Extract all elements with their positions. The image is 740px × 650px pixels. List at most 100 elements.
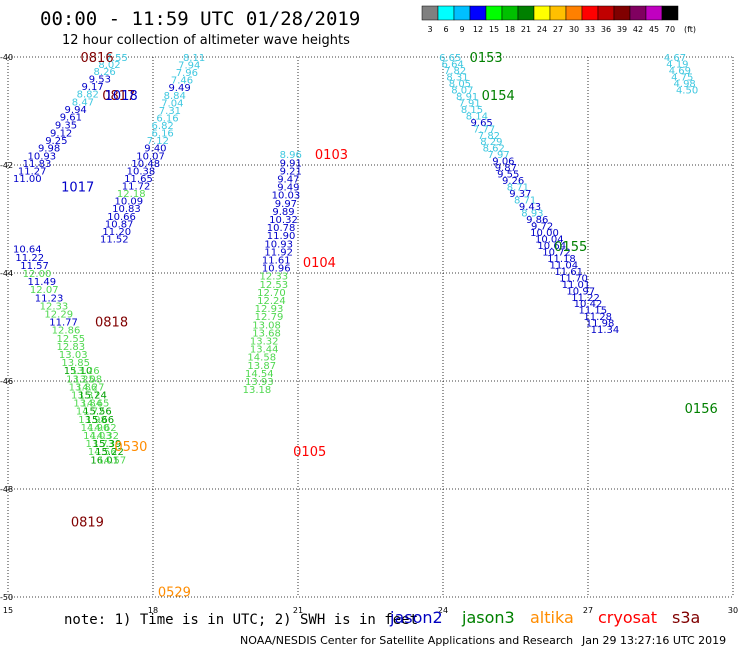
- wave-height-point: 8.05: [449, 79, 471, 90]
- wave-height-point: 4.19: [666, 59, 688, 70]
- wave-height-point: 13.44: [250, 345, 279, 356]
- wave-height-point: 7.82: [444, 66, 466, 77]
- wave-height-point: 11.01: [562, 280, 591, 291]
- pass-time-label: 0818: [95, 316, 128, 331]
- pass-time-label: 1018: [105, 89, 138, 104]
- wave-height-point: 13.32: [250, 337, 279, 348]
- x-tick-label: 18: [148, 606, 158, 615]
- wave-height-point: 11.04: [550, 260, 579, 271]
- wave-height-point: 15.24: [78, 391, 107, 402]
- wave-height-point: 10.07: [136, 151, 165, 162]
- legend-jason3: jason3: [462, 608, 515, 627]
- wave-height-point: 8.07: [451, 85, 473, 96]
- wave-height-point: 10.00: [530, 228, 559, 239]
- wave-height-point: 14.72: [76, 407, 105, 418]
- credit-text: NOAA/NESDIS Center for Satellite Applica…: [240, 634, 574, 647]
- legend-s3a: s3a: [672, 608, 701, 627]
- wave-height-point: 12.18: [117, 189, 146, 200]
- wave-height-point: 7.97: [487, 150, 509, 161]
- wave-height-point: 4.98: [674, 79, 696, 90]
- wave-height-point: 8.93: [521, 209, 543, 220]
- pass-time-label: 0155: [554, 240, 587, 255]
- wave-height-point: 8.84: [164, 91, 186, 102]
- colorbar-label: 42: [633, 25, 643, 34]
- wave-height-point: 14.65: [81, 399, 110, 410]
- colorbar-label: 24: [537, 25, 547, 34]
- wave-height-point: 8.11: [183, 53, 205, 64]
- wave-height-point: 9.98: [38, 144, 60, 155]
- colorbar-label: 9: [459, 25, 464, 34]
- wave-height-point: 11.83: [23, 159, 52, 170]
- wave-height-point: 9.17: [81, 82, 103, 93]
- wave-height-point: 9.12: [50, 129, 72, 140]
- wave-height-point: 14.03: [83, 431, 112, 442]
- colorbar-label: 36: [601, 25, 611, 34]
- colorbar-label: 30: [569, 25, 579, 34]
- wave-height-point: 13.25: [66, 374, 95, 385]
- wave-height-point: 14.58: [247, 353, 276, 364]
- legend-altika: altika: [530, 608, 574, 627]
- wave-height-point: 12.53: [260, 280, 289, 291]
- wave-height-point: 9.37: [509, 189, 531, 200]
- colorbar-label: 3: [427, 25, 432, 34]
- colorbar-label: 15: [489, 25, 499, 34]
- colorbar-label: 33: [585, 25, 595, 34]
- wave-height-point: 13.73: [86, 439, 115, 450]
- wave-height-point: 10.83: [112, 204, 141, 215]
- wave-height-point: 8.02: [98, 60, 120, 71]
- colorbar-label: 45: [649, 25, 659, 34]
- wave-height-point: 8.91: [456, 92, 478, 103]
- wave-height-point: 13.87: [247, 361, 276, 372]
- wave-height-point: 6.65: [439, 53, 461, 64]
- wave-height-point: 6.64: [442, 59, 464, 70]
- legend-cryosat: cryosat: [598, 608, 658, 627]
- pass-time-label: 0816: [81, 51, 114, 66]
- wave-height-point: 15.66: [86, 415, 115, 426]
- wave-height-point: 10.64: [13, 245, 42, 256]
- wave-height-point: 13.37: [71, 391, 100, 402]
- wave-height-point: 11.20: [102, 227, 131, 238]
- wave-height-point: 10.64: [537, 241, 566, 252]
- wave-height-point: 10.09: [115, 197, 144, 208]
- colorbar-swatch: [597, 5, 615, 21]
- wave-height-point: 16.01: [90, 455, 119, 466]
- colorbar-swatch: [661, 5, 679, 21]
- wave-height-point: 11.57: [20, 261, 49, 272]
- wave-height-point: 13.18: [243, 385, 272, 396]
- wave-height-point: 10.93: [264, 239, 293, 250]
- wave-height-point: 11.22: [15, 253, 44, 264]
- wave-height-point: 12.93: [255, 304, 284, 315]
- wave-height-point: 14.32: [90, 431, 119, 442]
- wave-height-point: 12.86: [52, 326, 81, 337]
- wave-height-point: 7.96: [176, 68, 198, 79]
- wave-height-point: 10.93: [28, 151, 57, 162]
- colorbar-swatch: [645, 5, 663, 21]
- wave-height-point: 11.34: [591, 325, 620, 336]
- wave-height-point: 12.55: [57, 334, 86, 345]
- colorbar-swatch: [629, 5, 647, 21]
- wave-height-point: 9.53: [89, 75, 111, 86]
- wave-height-point: 14.90: [81, 423, 110, 434]
- wave-height-point: 11.15: [579, 306, 608, 317]
- colorbar-label: 18: [505, 25, 515, 34]
- wave-height-point: 13.03: [59, 350, 88, 361]
- wave-height-point: 7.04: [161, 98, 183, 109]
- wave-height-point: 11.61: [554, 267, 583, 278]
- wave-height-point: 11.61: [262, 256, 291, 267]
- wave-height-point: 11.22: [571, 293, 600, 304]
- wave-height-point: 4.50: [676, 85, 698, 96]
- y-tick-label: -50: [0, 593, 13, 602]
- wave-height-point: 4.69: [669, 66, 691, 77]
- wave-height-point: 14.54: [245, 369, 274, 380]
- wave-height-point: 11.98: [586, 319, 615, 330]
- colorbar-swatch: [421, 5, 439, 21]
- wave-height-point: 9.86: [526, 215, 548, 226]
- wave-height-point: 10.03: [272, 191, 301, 202]
- wave-height-point: 8.62: [483, 144, 505, 155]
- wave-height-point: 9.35: [55, 121, 77, 132]
- wave-height-point: 15.22: [95, 447, 124, 458]
- wave-height-point: 10.04: [535, 234, 564, 245]
- wave-height-point: 11.23: [35, 293, 64, 304]
- wave-height-point: 10.66: [107, 212, 136, 223]
- wave-height-point: 11.92: [264, 247, 293, 258]
